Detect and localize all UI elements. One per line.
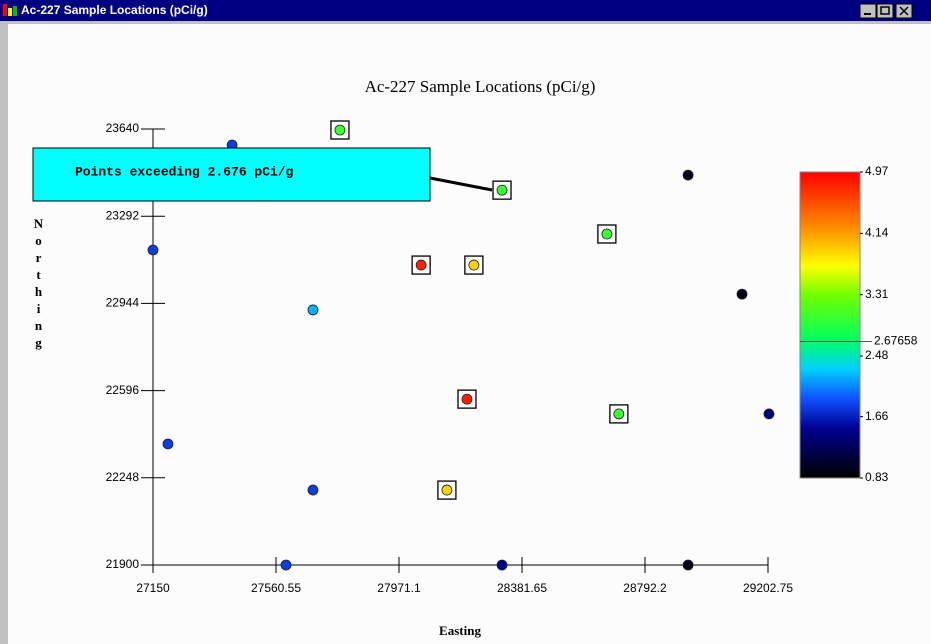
y-tick-label: 22248: [106, 470, 140, 484]
sample-point: [601, 228, 613, 240]
highlight-box: [437, 480, 457, 500]
highlight-box: [464, 255, 484, 275]
y-tick-label: 23640: [106, 121, 140, 135]
x-tick-label: 27560.55: [251, 581, 301, 595]
y-axis-label: Northing: [31, 216, 46, 352]
colorbar-tick-label: 1.66: [865, 409, 889, 423]
highlight-box: [457, 389, 477, 409]
annotation-box: [32, 147, 431, 202]
x-tick-label: 29202.75: [743, 581, 793, 595]
sample-point: [162, 438, 174, 450]
colorbar-tick-label: 4.14: [865, 226, 889, 240]
sample-point: [307, 304, 319, 316]
sample-point: [763, 408, 775, 420]
threshold-label: 2.67658: [874, 334, 918, 348]
y-tick-label: 22596: [106, 383, 140, 397]
sample-point: [613, 408, 625, 420]
x-tick-label: 27150: [136, 581, 170, 595]
colorbar: [799, 171, 861, 479]
x-tick-label: 28792.2: [623, 581, 667, 595]
colorbar-tick-label: 4.97: [865, 164, 889, 178]
highlight-box: [609, 404, 629, 424]
colorbar-tick-label: 2.48: [865, 348, 889, 362]
colorbar-tick-label: 0.83: [865, 470, 889, 484]
colorbar-tick-label: 3.31: [865, 287, 889, 301]
y-tick-label: 22944: [106, 296, 140, 310]
app-icon: [8, 8, 12, 16]
sample-point: [280, 559, 292, 571]
app-icon: [13, 6, 17, 16]
annotation-text: Points exceeding 2.676 pCi/g: [75, 164, 294, 179]
maximize-button[interactable]: [876, 3, 894, 19]
maximize-icon: [880, 6, 890, 15]
minimize-icon: [864, 13, 871, 15]
highlight-box: [330, 120, 350, 140]
close-icon: [899, 6, 909, 16]
sample-point: [468, 259, 480, 271]
title-bar: [0, 0, 931, 21]
highlight-box: [411, 255, 431, 275]
sample-point: [496, 184, 508, 196]
y-tick-label: 23292: [106, 208, 140, 222]
sample-point: [461, 393, 473, 405]
plot-area: [8, 24, 931, 644]
sample-point: [334, 124, 346, 136]
highlight-box: [492, 180, 512, 200]
sample-point: [307, 484, 319, 496]
app-icon: [3, 4, 7, 16]
annotation-leader: [429, 176, 493, 192]
highlight-box: [597, 224, 617, 244]
window-title: Ac-227 Sample Locations (pCi/g): [21, 3, 208, 17]
chart-title: Ac-227 Sample Locations (pCi/g): [365, 77, 596, 96]
sample-point: [496, 559, 508, 571]
sample-point: [682, 559, 694, 571]
x-tick-label: 27971.1: [377, 581, 421, 595]
x-tick-label: 28381.65: [497, 581, 547, 595]
sample-point: [736, 288, 748, 300]
sample-point: [415, 259, 427, 271]
sample-point: [147, 244, 159, 256]
sample-point: [441, 484, 453, 496]
y-tick-label: 21900: [106, 557, 140, 571]
x-axis-label: Easting: [439, 623, 481, 638]
sample-point: [682, 169, 694, 181]
minimize-button[interactable]: [859, 3, 877, 19]
